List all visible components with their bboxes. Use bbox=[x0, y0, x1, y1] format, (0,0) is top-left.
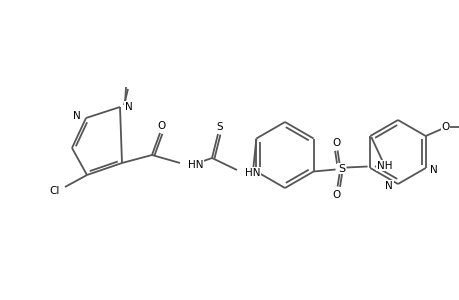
Text: N: N bbox=[73, 111, 81, 121]
Text: N: N bbox=[429, 165, 437, 175]
Text: HN: HN bbox=[188, 160, 203, 170]
Text: Cl: Cl bbox=[50, 186, 60, 196]
Text: S: S bbox=[216, 122, 223, 132]
Text: HN: HN bbox=[245, 168, 260, 178]
Text: O: O bbox=[157, 121, 166, 131]
Text: S: S bbox=[337, 164, 344, 173]
Text: N: N bbox=[385, 181, 392, 191]
Text: N: N bbox=[125, 102, 133, 112]
Text: O: O bbox=[332, 137, 340, 148]
Text: NH: NH bbox=[376, 160, 391, 170]
Text: O: O bbox=[441, 122, 449, 132]
Text: O: O bbox=[332, 190, 340, 200]
